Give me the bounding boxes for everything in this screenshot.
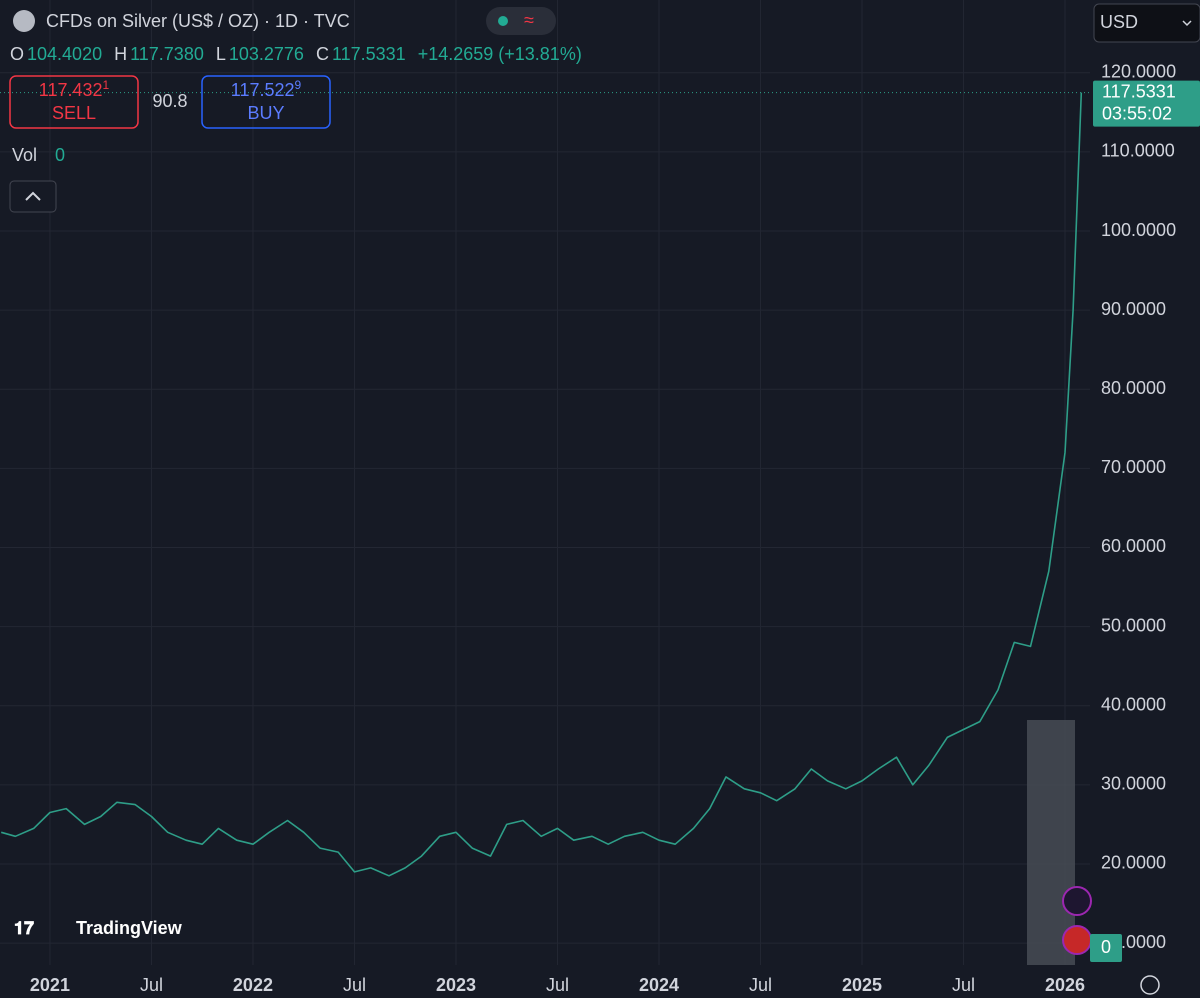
sell-pip[interactable]: 1 bbox=[103, 78, 110, 92]
open: 104.4020 bbox=[27, 44, 102, 64]
x-tick-label: 2025 bbox=[842, 975, 882, 995]
collapse-button[interactable] bbox=[9, 180, 57, 213]
c-label: C bbox=[316, 44, 329, 64]
x-tick-label: Jul bbox=[546, 975, 569, 995]
logo-mark: 𝟏𝟕 bbox=[14, 918, 34, 938]
y-tick-label: 90.0000 bbox=[1101, 299, 1166, 319]
volume-badge: 0 bbox=[1101, 937, 1111, 957]
sell-button[interactable] bbox=[9, 75, 139, 129]
y-tick-label: 30.0000 bbox=[1101, 774, 1166, 794]
countdown: 03:55:02 bbox=[1102, 103, 1172, 123]
y-tick-label: 50.0000 bbox=[1101, 615, 1166, 635]
watermark: TradingView bbox=[76, 918, 183, 938]
volume-area bbox=[1027, 720, 1075, 965]
o-label: O bbox=[10, 44, 24, 64]
buy-price[interactable]: 117.5229 bbox=[231, 78, 302, 100]
last-price: 117.5331 bbox=[1102, 81, 1176, 101]
market-status bbox=[498, 16, 508, 26]
sell-price-main[interactable]: 117.432 bbox=[39, 80, 103, 100]
y-tick-label: 100.0000 bbox=[1101, 220, 1176, 240]
x-tick-label: 2021 bbox=[30, 975, 70, 995]
sell-label[interactable]: SELL bbox=[52, 103, 96, 123]
y-tick-label: 70.0000 bbox=[1101, 457, 1166, 477]
event-icon[interactable] bbox=[1062, 886, 1092, 916]
close: 117.5331 bbox=[332, 44, 406, 64]
buy-label[interactable]: BUY bbox=[247, 103, 284, 123]
y-tick-label: 20.0000 bbox=[1101, 853, 1166, 873]
currency[interactable]: USD bbox=[1100, 12, 1138, 32]
volume-badge-bg bbox=[1090, 934, 1122, 962]
x-tick-label: Jul bbox=[140, 975, 163, 995]
h-label: H bbox=[114, 44, 127, 64]
settings-icon[interactable] bbox=[1140, 975, 1160, 995]
dropdown-icon[interactable] bbox=[1182, 20, 1192, 27]
y-tick-label: 120.0000 bbox=[1101, 62, 1176, 82]
vol-value: 0 bbox=[55, 145, 65, 165]
currency-select[interactable] bbox=[1093, 3, 1200, 43]
high: 117.7380 bbox=[130, 44, 204, 64]
y-tick-label: 80.0000 bbox=[1101, 378, 1166, 398]
y-tick-label: 40.0000 bbox=[1101, 694, 1166, 714]
x-tick-label: 2022 bbox=[233, 975, 273, 995]
x-tick-label: 2023 bbox=[436, 975, 476, 995]
low: 103.2776 bbox=[229, 44, 304, 64]
symbol-icon bbox=[13, 10, 35, 32]
buy-price-main[interactable]: 117.522 bbox=[231, 80, 295, 100]
price-line bbox=[0, 92, 1083, 877]
change: +14.2659 (+13.81%) bbox=[418, 44, 582, 64]
economic-event-icon[interactable] bbox=[1062, 925, 1092, 955]
l-label: L bbox=[216, 44, 226, 64]
y-tick-label: 60.0000 bbox=[1101, 536, 1166, 556]
spread: 90.8 bbox=[152, 91, 187, 111]
delay-icon: ≈ bbox=[524, 10, 534, 30]
x-tick-label: 2024 bbox=[639, 975, 679, 995]
x-tick-label: 2026 bbox=[1045, 975, 1085, 995]
status-pill bbox=[486, 7, 556, 35]
sell-price[interactable]: 117.4321 bbox=[39, 78, 110, 100]
y-tick-label: 110.0000 bbox=[1101, 141, 1175, 161]
x-tick-label: Jul bbox=[952, 975, 975, 995]
vol-label: Vol bbox=[12, 145, 37, 165]
collapse-icon[interactable] bbox=[25, 191, 41, 201]
ohlc: O 104.4020 H 117.7380 L 103.2776 C 117.5331 +14.… bbox=[10, 44, 582, 64]
last-price-badge bbox=[1093, 80, 1200, 127]
plot bbox=[0, 92, 1090, 877]
buy-pip[interactable]: 9 bbox=[295, 78, 302, 92]
x-tick-label: Jul bbox=[343, 975, 366, 995]
x-tick-label: Jul bbox=[749, 975, 772, 995]
symbol-title: CFDs on Silver (US$ / OZ) · 1D · TVC bbox=[46, 11, 350, 31]
buy-button[interactable] bbox=[201, 75, 331, 129]
